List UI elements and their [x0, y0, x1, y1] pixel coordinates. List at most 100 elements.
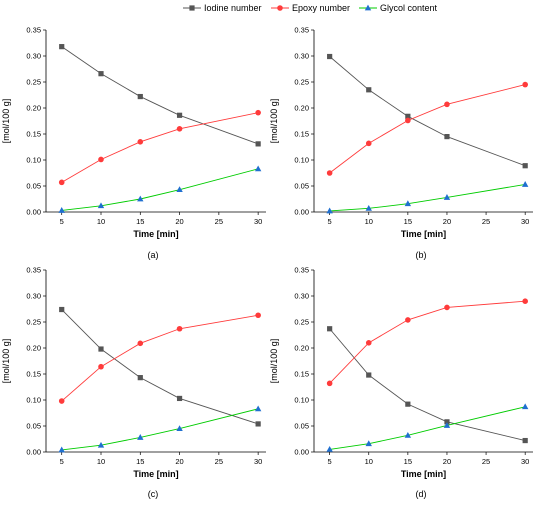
- y-tick-label: 0.25: [294, 318, 309, 327]
- data-point: [255, 109, 261, 116]
- series-line: [329, 84, 526, 174]
- data-point: [326, 207, 333, 214]
- series-line: [61, 168, 259, 211]
- series-line: [329, 56, 526, 167]
- y-tick-label: 0.20: [294, 344, 309, 353]
- data-point: [137, 195, 144, 202]
- legend-marker: [364, 4, 372, 11]
- series-line: [61, 408, 259, 451]
- y-tick-label: 0.15: [294, 130, 309, 139]
- data-point: [365, 204, 372, 211]
- series-iodine-number: [59, 306, 261, 427]
- y-axis-label: [mol/100 g]: [269, 99, 279, 144]
- x-tick-label: 5: [328, 217, 332, 226]
- data-point: [254, 165, 262, 172]
- data-point: [137, 139, 144, 145]
- panel-label: (a): [148, 250, 159, 260]
- y-tick-label: 0.10: [294, 396, 309, 405]
- data-point: [255, 421, 261, 427]
- data-point: [444, 101, 450, 108]
- y-tick-label: 0.00: [26, 448, 41, 457]
- x-tick-label: 15: [404, 217, 412, 226]
- data-point: [443, 194, 451, 200]
- x-axis-label: Time [min]: [133, 229, 178, 239]
- y-tick-label: 0.35: [26, 266, 41, 275]
- data-point: [404, 200, 412, 207]
- x-tick-label: 5: [328, 457, 332, 466]
- y-tick-label: 0.20: [26, 344, 41, 353]
- x-tick-label: 15: [136, 217, 144, 226]
- series-iodine-number: [327, 53, 528, 169]
- data-point: [521, 181, 529, 187]
- x-tick-label: 30: [521, 217, 529, 226]
- x-tick-label: 5: [60, 217, 64, 226]
- y-tick-label: 0.25: [294, 78, 309, 87]
- y-tick-label: 0.20: [294, 104, 309, 113]
- legend-item: Epoxy number: [271, 3, 350, 13]
- data-point: [176, 395, 183, 402]
- data-point: [405, 317, 411, 323]
- data-point: [404, 431, 412, 438]
- x-tick-label: 20: [443, 217, 451, 226]
- legend-item: Iodine number: [183, 3, 262, 13]
- x-tick-label: 25: [215, 457, 223, 466]
- data-point: [59, 44, 65, 50]
- data-point: [326, 446, 333, 452]
- chart-panels: 0.00 0.05 0.10 0.15 0.20 0.25 0.30 0.35 5 10 15 20 2…: [1, 26, 533, 499]
- data-point: [366, 372, 372, 378]
- y-tick-label: 0.00: [26, 208, 41, 217]
- x-tick-label: 25: [215, 217, 223, 226]
- y-axis-label: [mol/100 g]: [1, 339, 11, 384]
- data-point: [58, 446, 65, 453]
- legend-marker: [189, 5, 195, 11]
- series-line: [61, 309, 259, 425]
- y-tick-label: 0.35: [294, 26, 309, 35]
- series-iodine-number: [327, 326, 528, 444]
- y-tick-label: 0.15: [294, 370, 309, 379]
- series-epoxy-number: [58, 109, 261, 186]
- x-tick-label: 30: [521, 457, 529, 466]
- legend: Iodine number Epoxy number Glycol content: [183, 3, 438, 13]
- data-point: [98, 71, 104, 77]
- data-point: [58, 398, 65, 404]
- data-point: [444, 419, 450, 425]
- y-tick-label: 0.30: [26, 292, 41, 301]
- chart-panel: 0.00 0.05 0.10 0.15 0.20 0.25 0.30 0.35 5 10 15 20 2…: [1, 26, 266, 260]
- y-tick-label: 0.35: [294, 266, 309, 275]
- data-point: [58, 179, 65, 186]
- x-tick-label: 20: [175, 457, 183, 466]
- legend-marker: [277, 5, 283, 11]
- y-tick-label: 0.05: [26, 422, 41, 431]
- data-point: [137, 375, 143, 381]
- data-point: [98, 156, 104, 163]
- data-point: [137, 340, 144, 347]
- y-tick-label: 0.05: [294, 422, 309, 431]
- data-point: [176, 112, 183, 118]
- y-tick-label: 0.35: [26, 26, 41, 35]
- data-point: [444, 134, 450, 140]
- x-tick-label: 5: [60, 457, 64, 466]
- data-point: [443, 422, 451, 428]
- x-axis-label: Time [min]: [401, 229, 446, 239]
- y-tick-label: 0.25: [26, 318, 41, 327]
- y-tick-label: 0.30: [294, 292, 309, 301]
- x-tick-label: 10: [365, 217, 373, 226]
- data-point: [365, 440, 372, 447]
- data-point: [176, 186, 183, 193]
- data-point: [254, 405, 262, 412]
- y-axis-label: [mol/100 g]: [1, 99, 11, 144]
- data-point: [176, 126, 183, 132]
- panel-label: (c): [148, 489, 159, 499]
- y-tick-label: 0.10: [26, 396, 41, 405]
- series-epoxy-number: [326, 81, 528, 176]
- y-tick-label: 0.10: [26, 156, 41, 165]
- series-line: [329, 183, 526, 212]
- data-point: [98, 346, 104, 352]
- legend-label: Epoxy number: [292, 3, 350, 13]
- data-point: [97, 441, 105, 448]
- x-tick-label: 15: [136, 457, 144, 466]
- legend-item: Glycol content: [359, 3, 438, 13]
- data-point: [522, 81, 528, 88]
- series-epoxy-number: [326, 298, 528, 387]
